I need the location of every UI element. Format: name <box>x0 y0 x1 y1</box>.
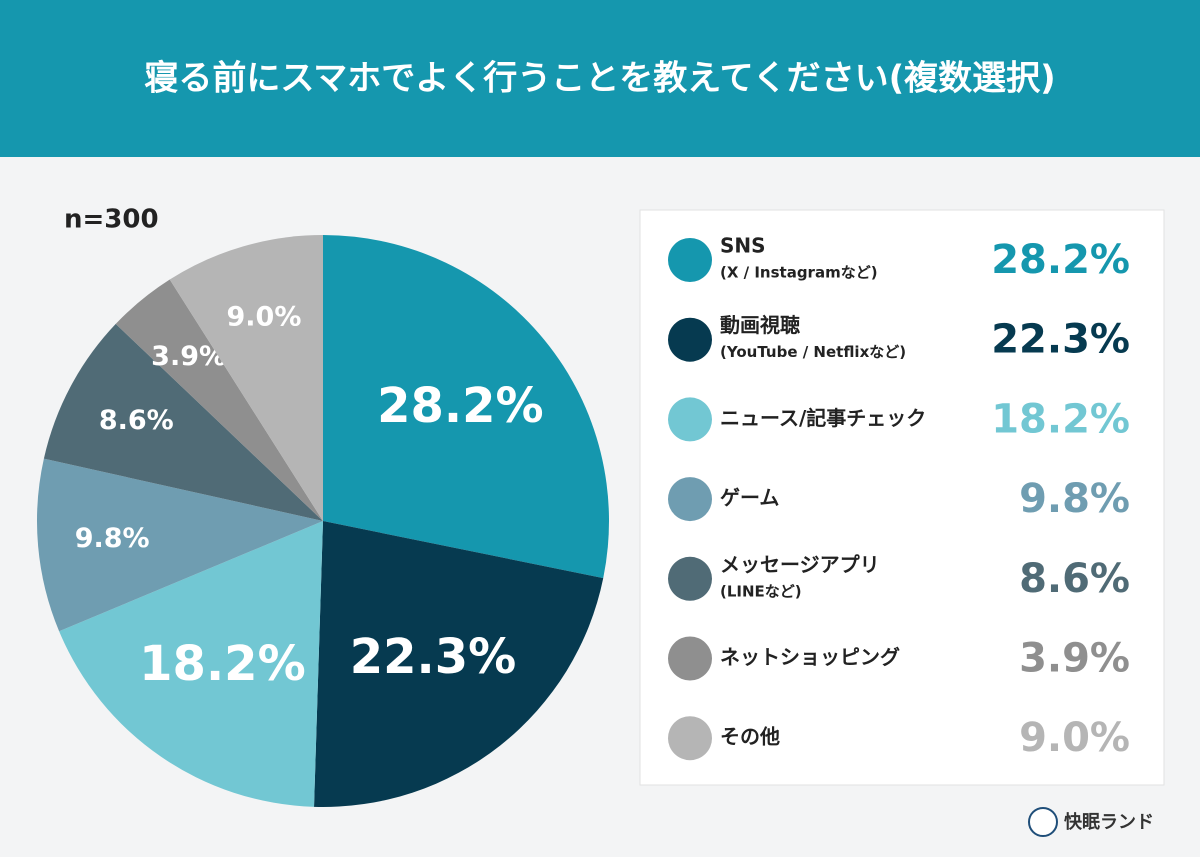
legend-label: SNS <box>720 234 766 258</box>
legend-value: 8.6% <box>1019 556 1130 602</box>
brand-name: 快眠ランド <box>1064 811 1154 833</box>
slice-label: 28.2% <box>377 378 544 434</box>
pie-slice <box>314 521 604 807</box>
legend-label: (YouTube / Netflixなど) <box>720 343 906 361</box>
legend-value: 9.8% <box>1019 476 1130 522</box>
legend-marker <box>668 238 712 282</box>
legend-marker <box>668 636 712 681</box>
pie-slice <box>169 235 323 521</box>
legend-marker <box>668 556 712 601</box>
legend-box <box>639 209 1165 786</box>
legend-label: その他 <box>720 725 780 749</box>
legend-marker <box>668 477 712 522</box>
sample-size: n=300 <box>64 205 159 235</box>
slice-label: 9.0% <box>227 301 302 332</box>
pie-slice <box>323 235 609 579</box>
legend-label: メッセージアプリ <box>720 552 880 576</box>
legend-value: 22.3% <box>991 317 1130 363</box>
legend-marker <box>668 317 712 362</box>
slice-label: 9.8% <box>75 523 150 554</box>
chart-title: 寝る前にスマホでよく行うことを教えてください(複数選択) <box>144 59 1055 99</box>
header <box>0 0 1200 157</box>
legend-value: 3.9% <box>1019 636 1130 682</box>
legend-value: 9.0% <box>1019 715 1130 761</box>
slice-label: 18.2% <box>139 636 306 692</box>
pie-slice <box>36 458 323 632</box>
pie-slice <box>59 521 323 807</box>
legend-value: 28.2% <box>991 237 1130 283</box>
legend-marker <box>668 397 712 442</box>
slice-label: 22.3% <box>350 629 517 685</box>
legend-label: (LINEなど) <box>720 582 802 600</box>
legend-label: 動画視聴 <box>720 313 800 337</box>
legend-label: (X / Instagramなど) <box>720 264 878 282</box>
legend-label: ニュース/記事チェック <box>720 406 926 430</box>
brand-logo <box>1028 807 1058 837</box>
pie-slice <box>115 279 323 521</box>
pie-slice <box>43 323 323 521</box>
legend-label: ゲーム <box>720 486 779 510</box>
legend-label: ネットショッピング <box>720 645 900 669</box>
slice-label: 8.6% <box>99 405 174 436</box>
legend-value: 18.2% <box>991 396 1130 442</box>
legend-marker <box>668 716 712 761</box>
